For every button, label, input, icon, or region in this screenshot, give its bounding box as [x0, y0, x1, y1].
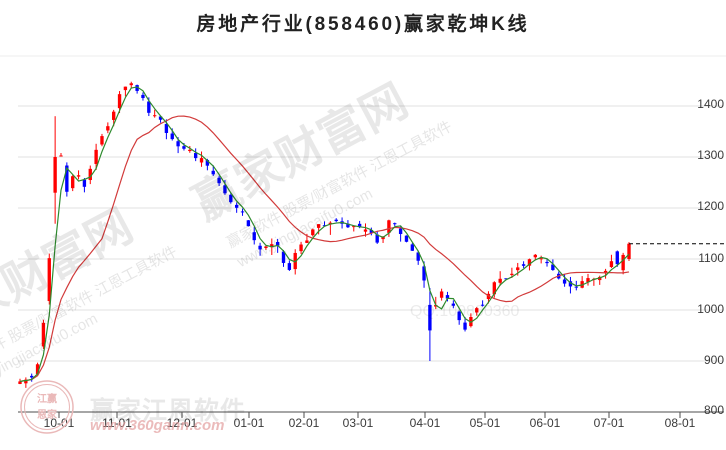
svg-text:恩家: 恩家 — [37, 408, 58, 421]
svg-text:江赢: 江赢 — [37, 392, 57, 405]
